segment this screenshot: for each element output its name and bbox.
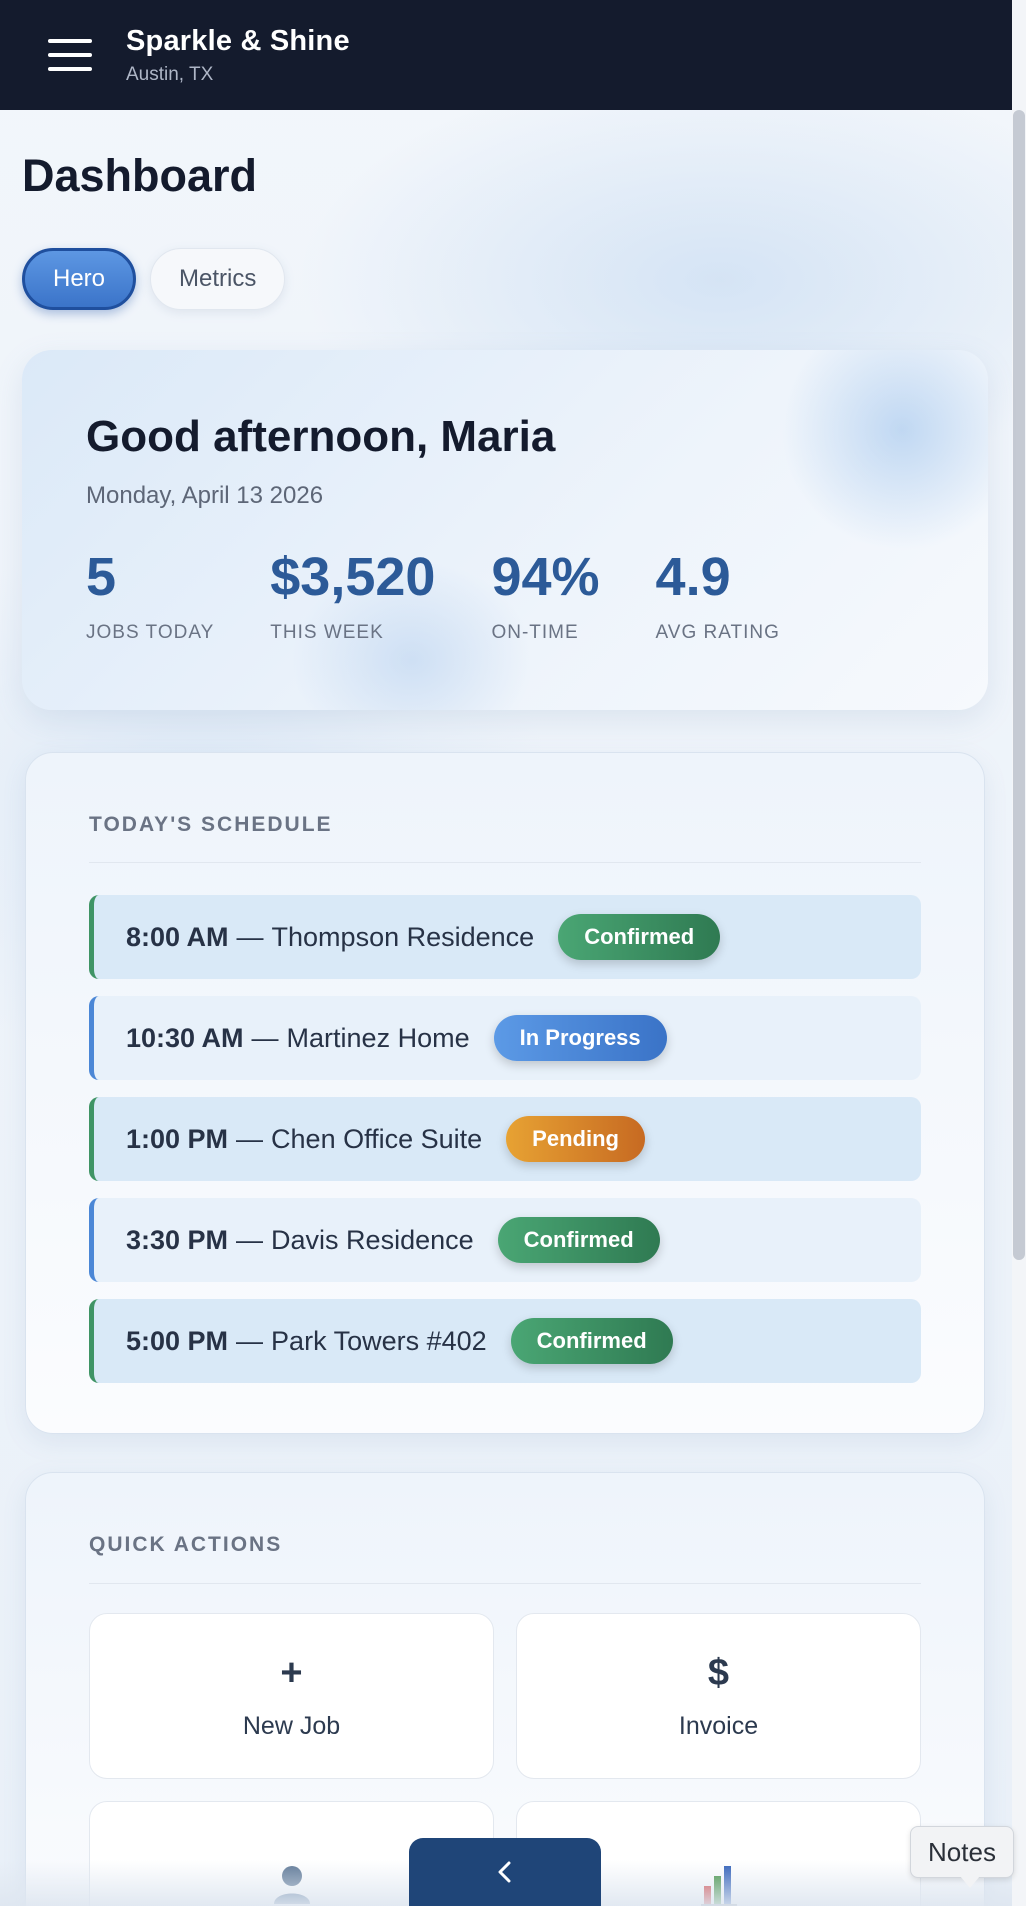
status-badge: Confirmed bbox=[497, 1217, 660, 1263]
schedule-list: 8:00 AM — Thompson Residence Confirmed 1… bbox=[89, 895, 921, 1400]
schedule-client: Davis Residence bbox=[271, 1224, 474, 1255]
quick-action-label: Invoice bbox=[678, 1711, 759, 1740]
schedule-client: Park Towers #402 bbox=[271, 1325, 487, 1356]
back-button[interactable] bbox=[409, 1838, 601, 1906]
schedule-separator: — bbox=[236, 1224, 264, 1255]
quick-actions-card: QUICK ACTIONS + New Job $ Invoice bbox=[25, 1472, 985, 1906]
divider bbox=[89, 862, 921, 863]
hero-card: Good afternoon, Maria Monday, April 13 2… bbox=[22, 350, 988, 710]
brand-location: Austin, TX bbox=[126, 63, 214, 85]
schedule-client: Thompson Residence bbox=[271, 921, 535, 952]
stat-label: AVG RATING bbox=[655, 622, 780, 643]
schedule-item[interactable]: 1:00 PM — Chen Office Suite Pending bbox=[89, 1097, 921, 1181]
stat-value: $3,520 bbox=[270, 547, 436, 607]
schedule-card: TODAY'S SCHEDULE 8:00 AM — Thompson Resi… bbox=[25, 752, 985, 1434]
tab-metrics[interactable]: Metrics bbox=[150, 248, 286, 310]
tab-hero[interactable]: Hero bbox=[22, 248, 137, 310]
schedule-separator: — bbox=[251, 1022, 279, 1053]
schedule-separator: — bbox=[236, 921, 264, 952]
status-badge: Pending bbox=[506, 1116, 645, 1162]
page-title: Dashboard bbox=[22, 150, 258, 201]
greeting: Good afternoon, Maria bbox=[86, 412, 556, 461]
schedule-time: 5:00 PM bbox=[126, 1325, 229, 1356]
scrollbar-thumb[interactable] bbox=[1013, 110, 1025, 1260]
schedule-time: 8:00 AM bbox=[126, 921, 229, 952]
chevron-left-icon bbox=[498, 1861, 511, 1883]
stat-value: 4.9 bbox=[655, 547, 731, 607]
view-tabs: Hero Metrics bbox=[22, 248, 286, 310]
stat-label: JOBS TODAY bbox=[86, 622, 215, 643]
top-bar: Sparkle & Shine Austin, TX bbox=[0, 0, 1012, 110]
schedule-separator: — bbox=[236, 1123, 264, 1154]
schedule-item[interactable]: 10:30 AM — Martinez Home In Progress bbox=[89, 996, 921, 1080]
schedule-item[interactable]: 5:00 PM — Park Towers #402 Confirmed bbox=[89, 1299, 921, 1383]
current-date: Monday, April 13 2026 bbox=[86, 482, 324, 509]
notes-tooltip-tail bbox=[960, 1876, 980, 1888]
schedule-item[interactable]: 3:30 PM — Davis Residence Confirmed bbox=[89, 1198, 921, 1282]
stat-on-time: 94% ON-TIME bbox=[491, 550, 599, 644]
stat-avg-rating: 4.9 AVG RATING bbox=[656, 550, 780, 644]
schedule-separator: — bbox=[236, 1325, 264, 1356]
status-badge: In Progress bbox=[493, 1015, 667, 1061]
brand-block: Sparkle & Shine Austin, TX bbox=[126, 25, 350, 86]
quick-action-label: New Job bbox=[242, 1711, 341, 1740]
schedule-time: 10:30 AM bbox=[126, 1022, 244, 1053]
stat-label: ON-TIME bbox=[491, 622, 579, 643]
stat-label: THIS WEEK bbox=[270, 622, 384, 643]
hamburger-menu-icon[interactable] bbox=[46, 35, 94, 75]
quick-actions-title: QUICK ACTIONS bbox=[89, 1533, 283, 1556]
status-badge: Confirmed bbox=[510, 1318, 673, 1364]
stat-jobs-today: 5 JOBS TODAY bbox=[86, 550, 214, 644]
schedule-item[interactable]: 8:00 AM — Thompson Residence Confirmed bbox=[89, 895, 921, 979]
schedule-client: Chen Office Suite bbox=[271, 1123, 483, 1154]
new-job-button[interactable]: + New Job bbox=[89, 1613, 494, 1779]
brand-title: Sparkle & Shine bbox=[126, 24, 350, 57]
notes-button[interactable]: Notes bbox=[910, 1826, 1014, 1878]
invoice-button[interactable]: $ Invoice bbox=[516, 1613, 921, 1779]
status-badge: Confirmed bbox=[558, 914, 721, 960]
divider bbox=[89, 1583, 921, 1584]
schedule-time: 3:30 PM bbox=[126, 1224, 229, 1255]
stat-value: 94% bbox=[491, 547, 600, 607]
schedule-time: 1:00 PM bbox=[126, 1123, 229, 1154]
schedule-title: TODAY'S SCHEDULE bbox=[89, 813, 333, 836]
stat-this-week: $3,520 THIS WEEK bbox=[270, 550, 435, 644]
stat-value: 5 bbox=[86, 547, 117, 607]
dollar-icon: $ bbox=[707, 1651, 730, 1694]
stats-row: 5 JOBS TODAY $3,520 THIS WEEK 94% ON-TIM… bbox=[86, 550, 836, 644]
schedule-client: Martinez Home bbox=[286, 1022, 470, 1053]
plus-icon: + bbox=[280, 1651, 303, 1694]
